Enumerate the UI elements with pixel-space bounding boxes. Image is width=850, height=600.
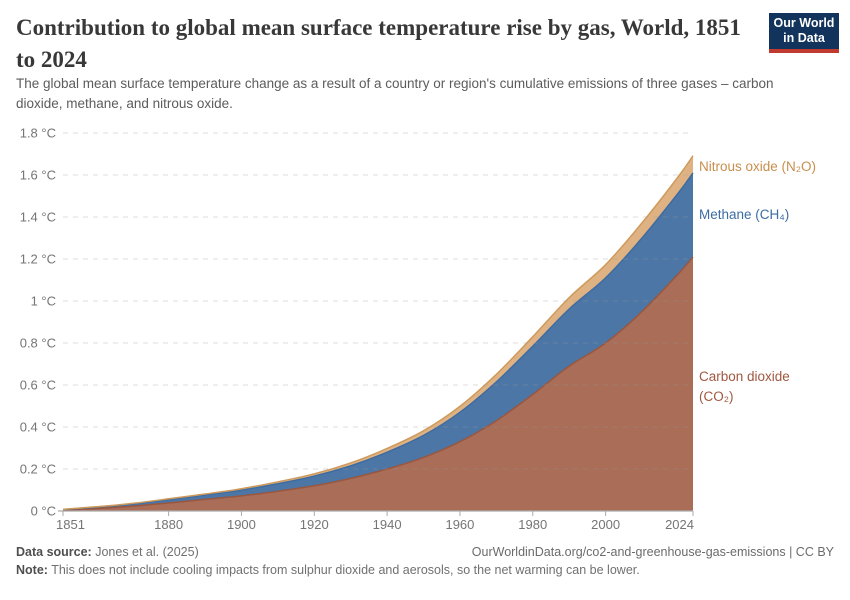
series-label-carbon-dioxide: Carbon dioxide (CO₂): [699, 369, 790, 404]
series-line-methane: [62, 172, 694, 511]
series-line-nitrous-oxide: [62, 155, 694, 511]
y-axis-label: 1.4 °C: [20, 210, 56, 225]
x-axis-label: 1880: [154, 517, 183, 532]
area-carbon-dioxide[interactable]: [63, 256, 693, 511]
owid-logo-line2: in Data: [783, 31, 825, 45]
chart-canvas[interactable]: 0 °C 0.2 °C 0.4 °C 0.6 °C 0.8 °C 1 °C 1.2 °C 1.…: [0, 120, 850, 540]
series-label-nitrous-oxide: Nitrous oxide (N₂O): [699, 159, 817, 174]
y-axis-label: 0.8 °C: [20, 336, 56, 351]
x-axis-label: 1851: [56, 517, 85, 532]
x-axis-label: 2024: [665, 517, 694, 532]
x-axis-label: 1960: [445, 517, 474, 532]
stacked-area-chart[interactable]: 0 °C 0.2 °C 0.4 °C 0.6 °C 0.8 °C 1 °C 1.2 °C 1.…: [0, 120, 850, 540]
owid-logo-line1: Our World: [773, 16, 835, 30]
page-title: Contribution to global mean surface temp…: [16, 15, 741, 72]
chart-footer: Data source: Jones et al. (2025) OurWorl…: [16, 545, 834, 577]
owid-url-link[interactable]: OurWorldinData.org/co2-and-greenhouse-ga…: [471, 545, 834, 559]
x-axis-label: 1980: [518, 517, 547, 532]
x-axis-label: 1900: [227, 517, 256, 532]
data-source-text: Data source: Jones et al. (2025): [16, 545, 199, 559]
footnote-text: Note: This does not include cooling impa…: [16, 563, 640, 577]
area-methane[interactable]: [63, 172, 693, 511]
y-axis-label: 1.8 °C: [20, 126, 56, 141]
owid-logo-accent-bar: [769, 49, 839, 53]
y-axis-label: 0.2 °C: [20, 462, 56, 477]
y-axis-label: 0 °C: [31, 504, 56, 519]
y-axis-label: 0.4 °C: [20, 420, 56, 435]
owid-logo[interactable]: Our World in Data: [769, 13, 839, 49]
y-axis-label: 1.6 °C: [20, 168, 56, 183]
y-axis-label: 0.6 °C: [20, 378, 56, 393]
x-axis-label: 2000: [591, 517, 620, 532]
series-label-methane: Methane (CH₄): [699, 207, 790, 222]
y-axis-label: 1 °C: [31, 294, 56, 309]
chart-subtitle: The global mean surface temperature chan…: [16, 76, 774, 111]
x-axis-label: 1940: [373, 517, 402, 532]
data-source-label: Data source:: [16, 545, 92, 559]
x-axis-label: 1920: [300, 517, 329, 532]
footnote-label: Note:: [16, 563, 48, 577]
y-axis-label: 1.2 °C: [20, 252, 56, 267]
series-line-carbon-dioxide: [62, 256, 694, 511]
